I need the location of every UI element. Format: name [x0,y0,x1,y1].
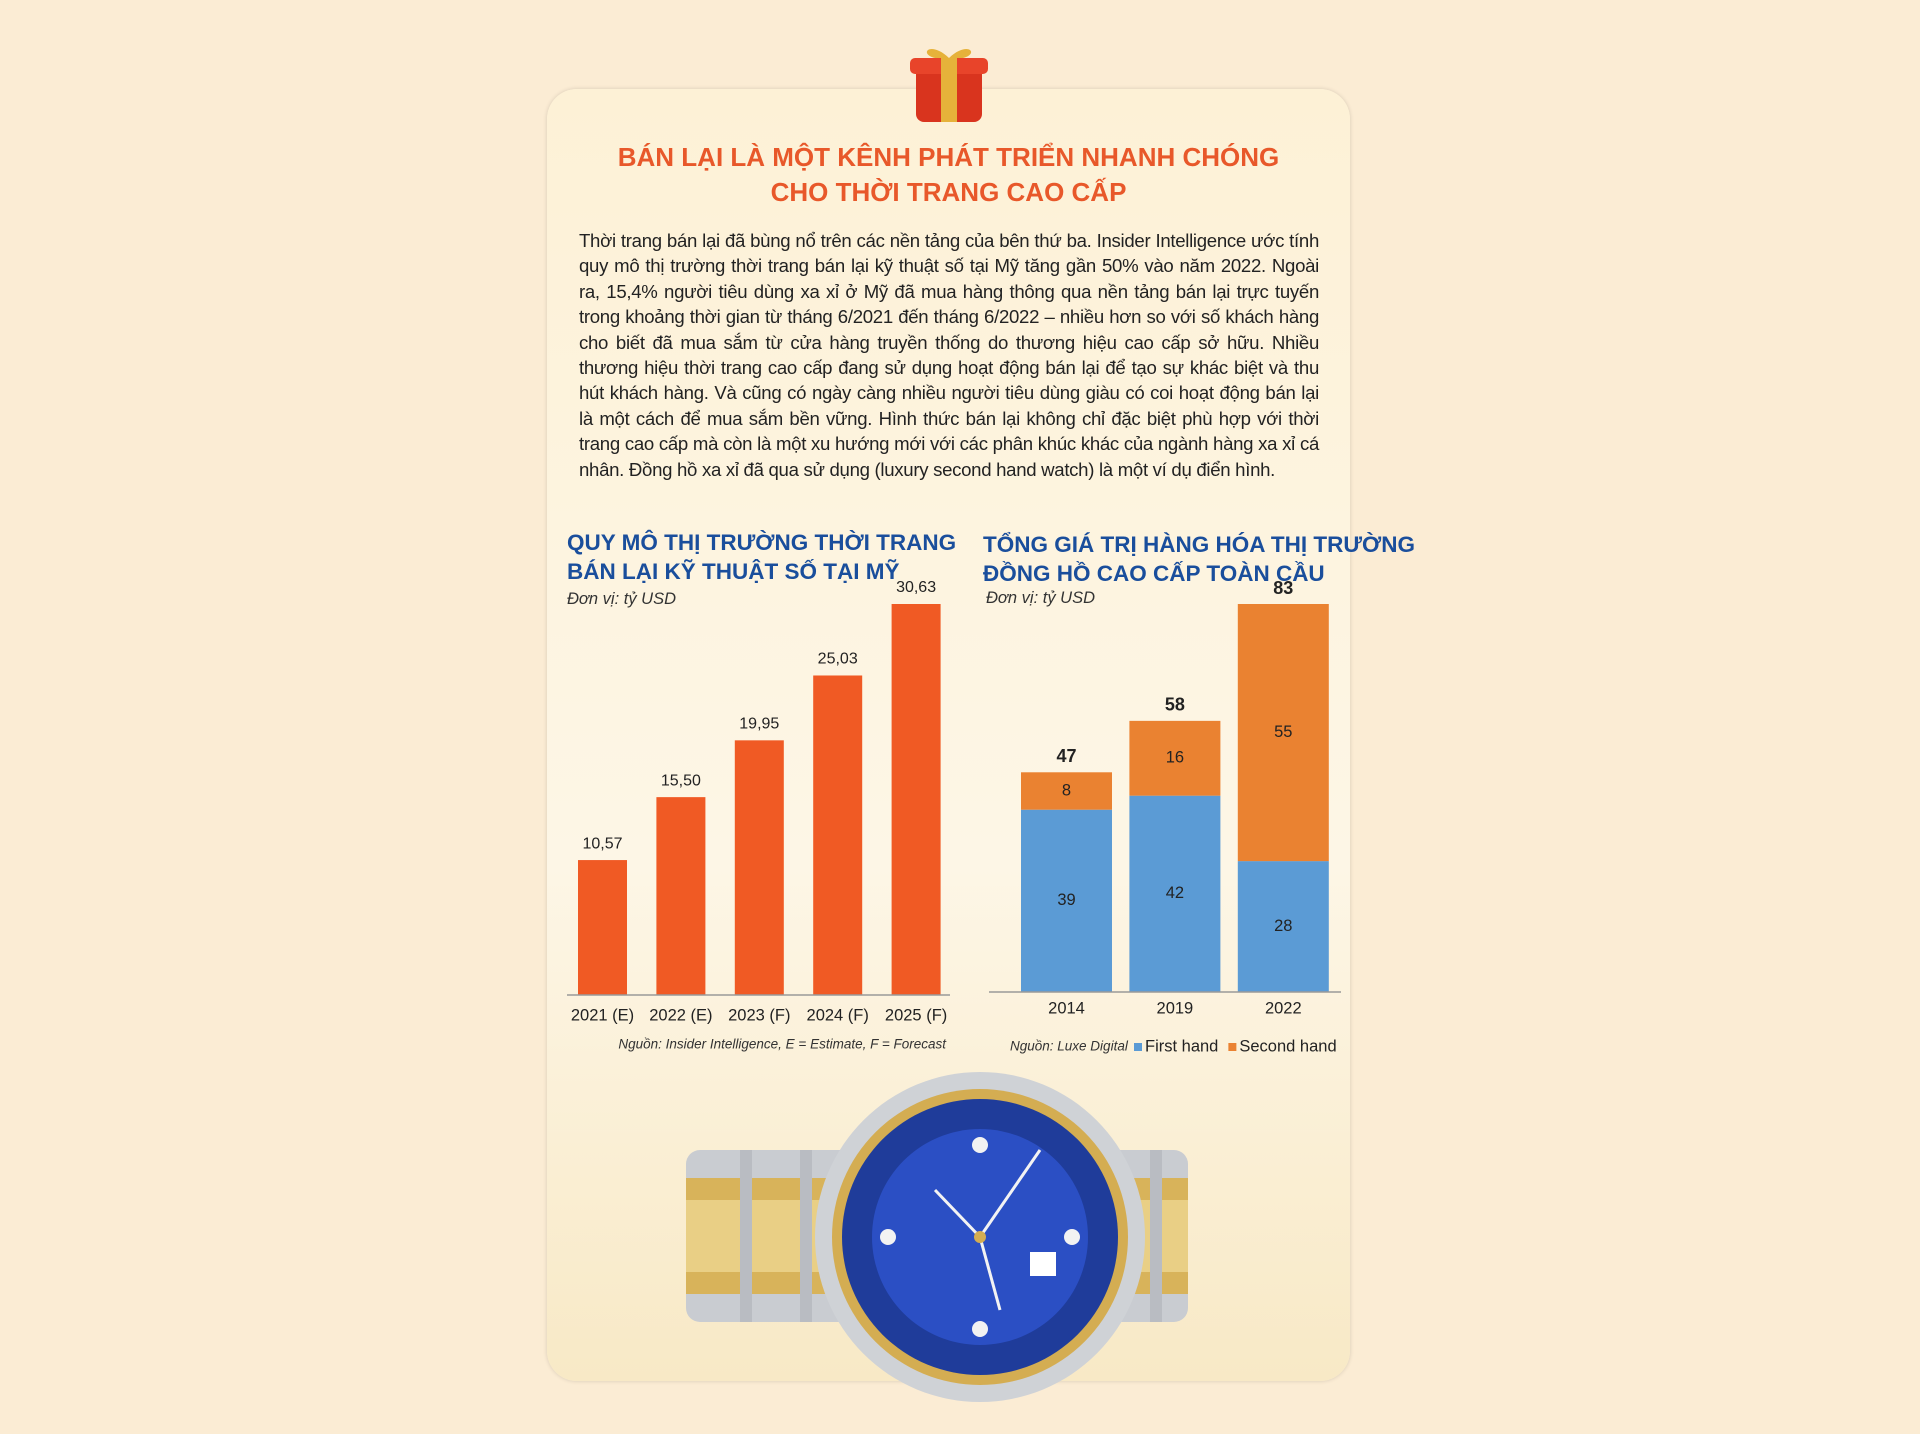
watch [686,1072,1188,1402]
value-label: 15,50 [661,772,701,789]
source: Nguồn: Insider Intelligence, E = Estimat… [618,1037,947,1052]
value-label: 10,57 [582,835,622,852]
segment-label: 55 [1274,723,1292,741]
total-label: 83 [1273,578,1293,598]
bar [813,675,863,995]
legend-label: First hand [1145,1037,1218,1055]
segment-label: 39 [1057,891,1075,909]
title-line: TỔNG GIÁ TRỊ HÀNG HÓA THỊ TRƯỜNG [983,532,1416,557]
title-line: BÁN LẠI LÀ MỘT KÊNH PHÁT TRIỂN NHANH CHÓ… [617,142,1280,172]
bar-segment [1129,720,1221,796]
bar-segment [1237,861,1329,992]
bar [656,797,706,995]
body-text: Thời trang bán lại đã bùng nổ trên các n… [579,230,1319,480]
x-tick-label: 2021 (E) [571,1006,634,1024]
x-tick-label: 2024 (F) [807,1006,869,1024]
x-tick-label: 2025 (F) [885,1006,947,1024]
main-title: BÁN LẠI LÀ MỘT KÊNH PHÁT TRIỂN NHANH CHÓ… [547,140,1350,210]
gift-icon [910,49,988,122]
legend-swatch [1134,1043,1142,1051]
x-tick-label: 2022 [1265,999,1302,1017]
legend-swatch [1228,1043,1237,1051]
value-label: 25,03 [818,651,858,668]
value-label: 30,63 [896,579,936,596]
total-label: 58 [1165,695,1185,715]
x-tick-label: 2023 (F) [728,1006,790,1024]
x-tick-label: 2014 [1048,999,1085,1017]
bar-segment [1021,809,1112,992]
bar [578,860,627,995]
bar [734,740,784,995]
source: Nguồn: Luxe Digital [1010,1039,1129,1054]
chart-title: QUY MÔ THỊ TRƯỜNG THỜI TRANG BÁN LẠI KỸ T… [567,528,956,586]
segment-label: 16 [1166,749,1184,767]
segment-label: 28 [1274,917,1292,935]
title-line: BÁN LẠI KỸ THUẬT SỐ TẠI MỸ [567,559,900,584]
title-line: CHO THỜI TRANG CAO CẤP [770,177,1127,207]
legend-label: Second hand [1239,1037,1336,1055]
title-line: QUY MÔ THỊ TRƯỜNG THỜI TRANG [567,530,957,555]
title-line: ĐỒNG HỒ CAO CẤP TOÀN CẦU [983,561,1325,586]
bar [891,604,941,995]
segment-label: 42 [1166,884,1184,902]
segment-label: 8 [1062,781,1071,799]
x-tick-label: 2019 [1157,999,1194,1017]
bar-segment [1237,604,1329,862]
unit: Đơn vị: tỷ USD [986,589,1095,607]
x-tick-label: 2022 (E) [649,1006,712,1024]
value-label: 19,95 [739,716,779,733]
unit: Đơn vị: tỷ USD [567,590,676,608]
total-label: 47 [1056,746,1076,766]
chart-title: TỔNG GIÁ TRỊ HÀNG HÓA THỊ TRƯỜNG ĐỒNG HỒ … [983,530,1415,588]
bar-segment [1129,795,1221,992]
bar-segment [1021,772,1112,810]
